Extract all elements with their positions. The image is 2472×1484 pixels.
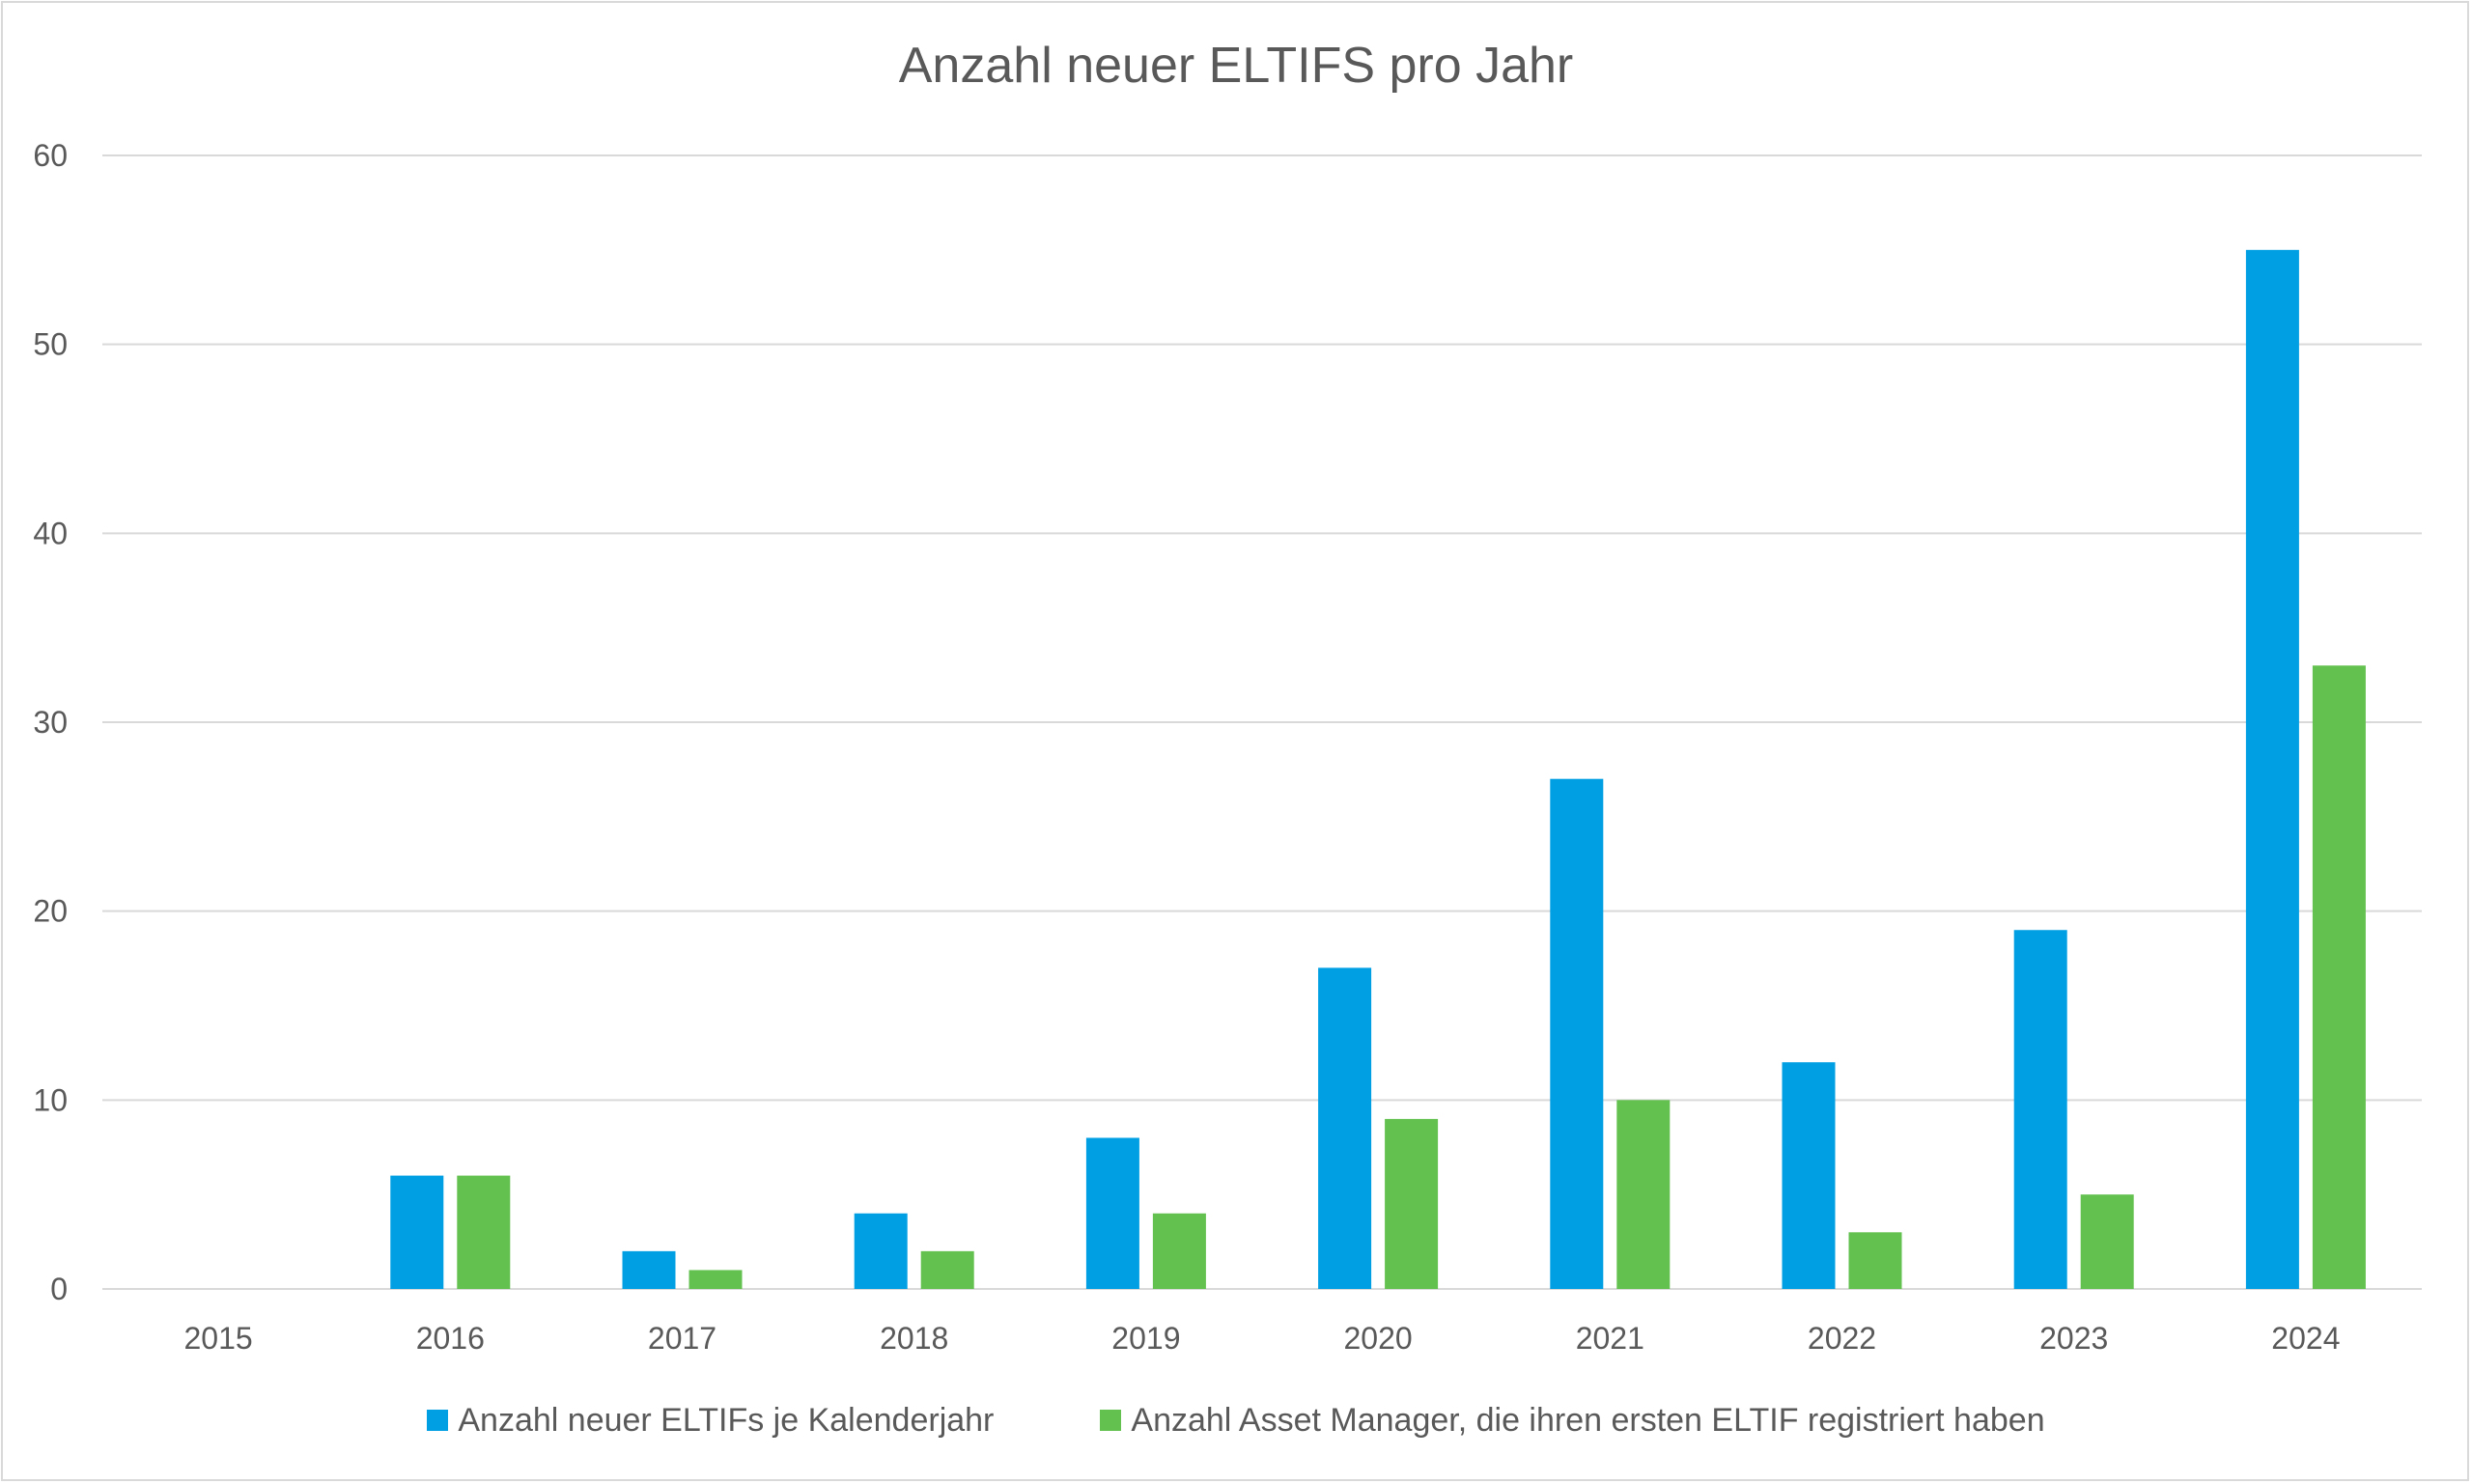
bar-series-2-2023 (2080, 1194, 2134, 1289)
bar-series-1-2023 (2013, 930, 2067, 1289)
bar-series-1-2018 (854, 1213, 908, 1289)
gridlines (102, 154, 2422, 1290)
bar-series-1-2020 (1318, 967, 1372, 1289)
x-tick-label-2023: 2023 (2039, 1321, 2108, 1356)
bar-series-2-2020 (1385, 1118, 1439, 1289)
legend-label-series-2: Anzahl Asset Manager, die ihren ersten E… (1131, 1401, 2045, 1439)
y-tick-label-50: 50 (33, 327, 68, 362)
x-tick-label-2021: 2021 (1576, 1321, 1644, 1356)
bar-series-1-2024 (2245, 249, 2299, 1289)
bar-series-2-2017 (688, 1270, 743, 1289)
x-axis-ticks: 2015 2016 2017 2018 2019 2020 2021 2022 2023 2024 (184, 1321, 2341, 1356)
legend-item-series-1: Anzahl neuer ELTIFs je Kalenderjahr (427, 1402, 994, 1440)
legend-swatch-series-1 (427, 1410, 449, 1431)
bar-series-2-2018 (920, 1250, 974, 1289)
bar-series-1-2021 (1550, 778, 1604, 1289)
bar-series-1-2022 (1782, 1062, 1836, 1289)
x-tick-label-2022: 2022 (1808, 1321, 1876, 1356)
bar-series-2-2022 (1848, 1232, 1902, 1289)
bar-series-2-2021 (1616, 1100, 1671, 1289)
bars (390, 249, 2366, 1289)
y-tick-label-40: 40 (33, 516, 68, 550)
x-tick-label-2019: 2019 (1111, 1321, 1180, 1356)
bar-series-2-2024 (2312, 665, 2366, 1289)
chart-title: Anzahl neuer ELTIFS pro Jahr (898, 38, 1574, 94)
bar-series-1-2019 (1085, 1137, 1139, 1289)
y-tick-label-10: 10 (33, 1082, 68, 1117)
x-tick-label-2018: 2018 (880, 1321, 948, 1356)
y-tick-label-60: 60 (33, 138, 68, 173)
y-axis-ticks: 0 10 20 30 40 50 60 (33, 138, 68, 1306)
x-tick-label-2016: 2016 (416, 1321, 485, 1356)
bar-series-1-2017 (622, 1250, 676, 1289)
x-tick-label-2015: 2015 (184, 1321, 253, 1356)
bar-series-1-2016 (390, 1175, 444, 1289)
x-tick-label-2020: 2020 (1344, 1321, 1413, 1356)
x-tick-label-2024: 2024 (2271, 1321, 2340, 1356)
bar-series-2-2019 (1152, 1213, 1206, 1289)
y-tick-label-30: 30 (33, 705, 68, 740)
bar-series-2-2016 (457, 1175, 511, 1289)
y-tick-label-0: 0 (50, 1272, 68, 1306)
legend-swatch-series-2 (1100, 1410, 1122, 1431)
legend-label-series-1: Anzahl neuer ELTIFs je Kalenderjahr (458, 1401, 995, 1439)
y-tick-label-20: 20 (33, 894, 68, 929)
legend-item-series-2: Anzahl Asset Manager, die ihren ersten E… (1100, 1401, 2045, 1440)
legend: Anzahl neuer ELTIFs je Kalenderjahr Anza… (0, 1396, 2472, 1444)
x-tick-label-2017: 2017 (648, 1321, 716, 1356)
